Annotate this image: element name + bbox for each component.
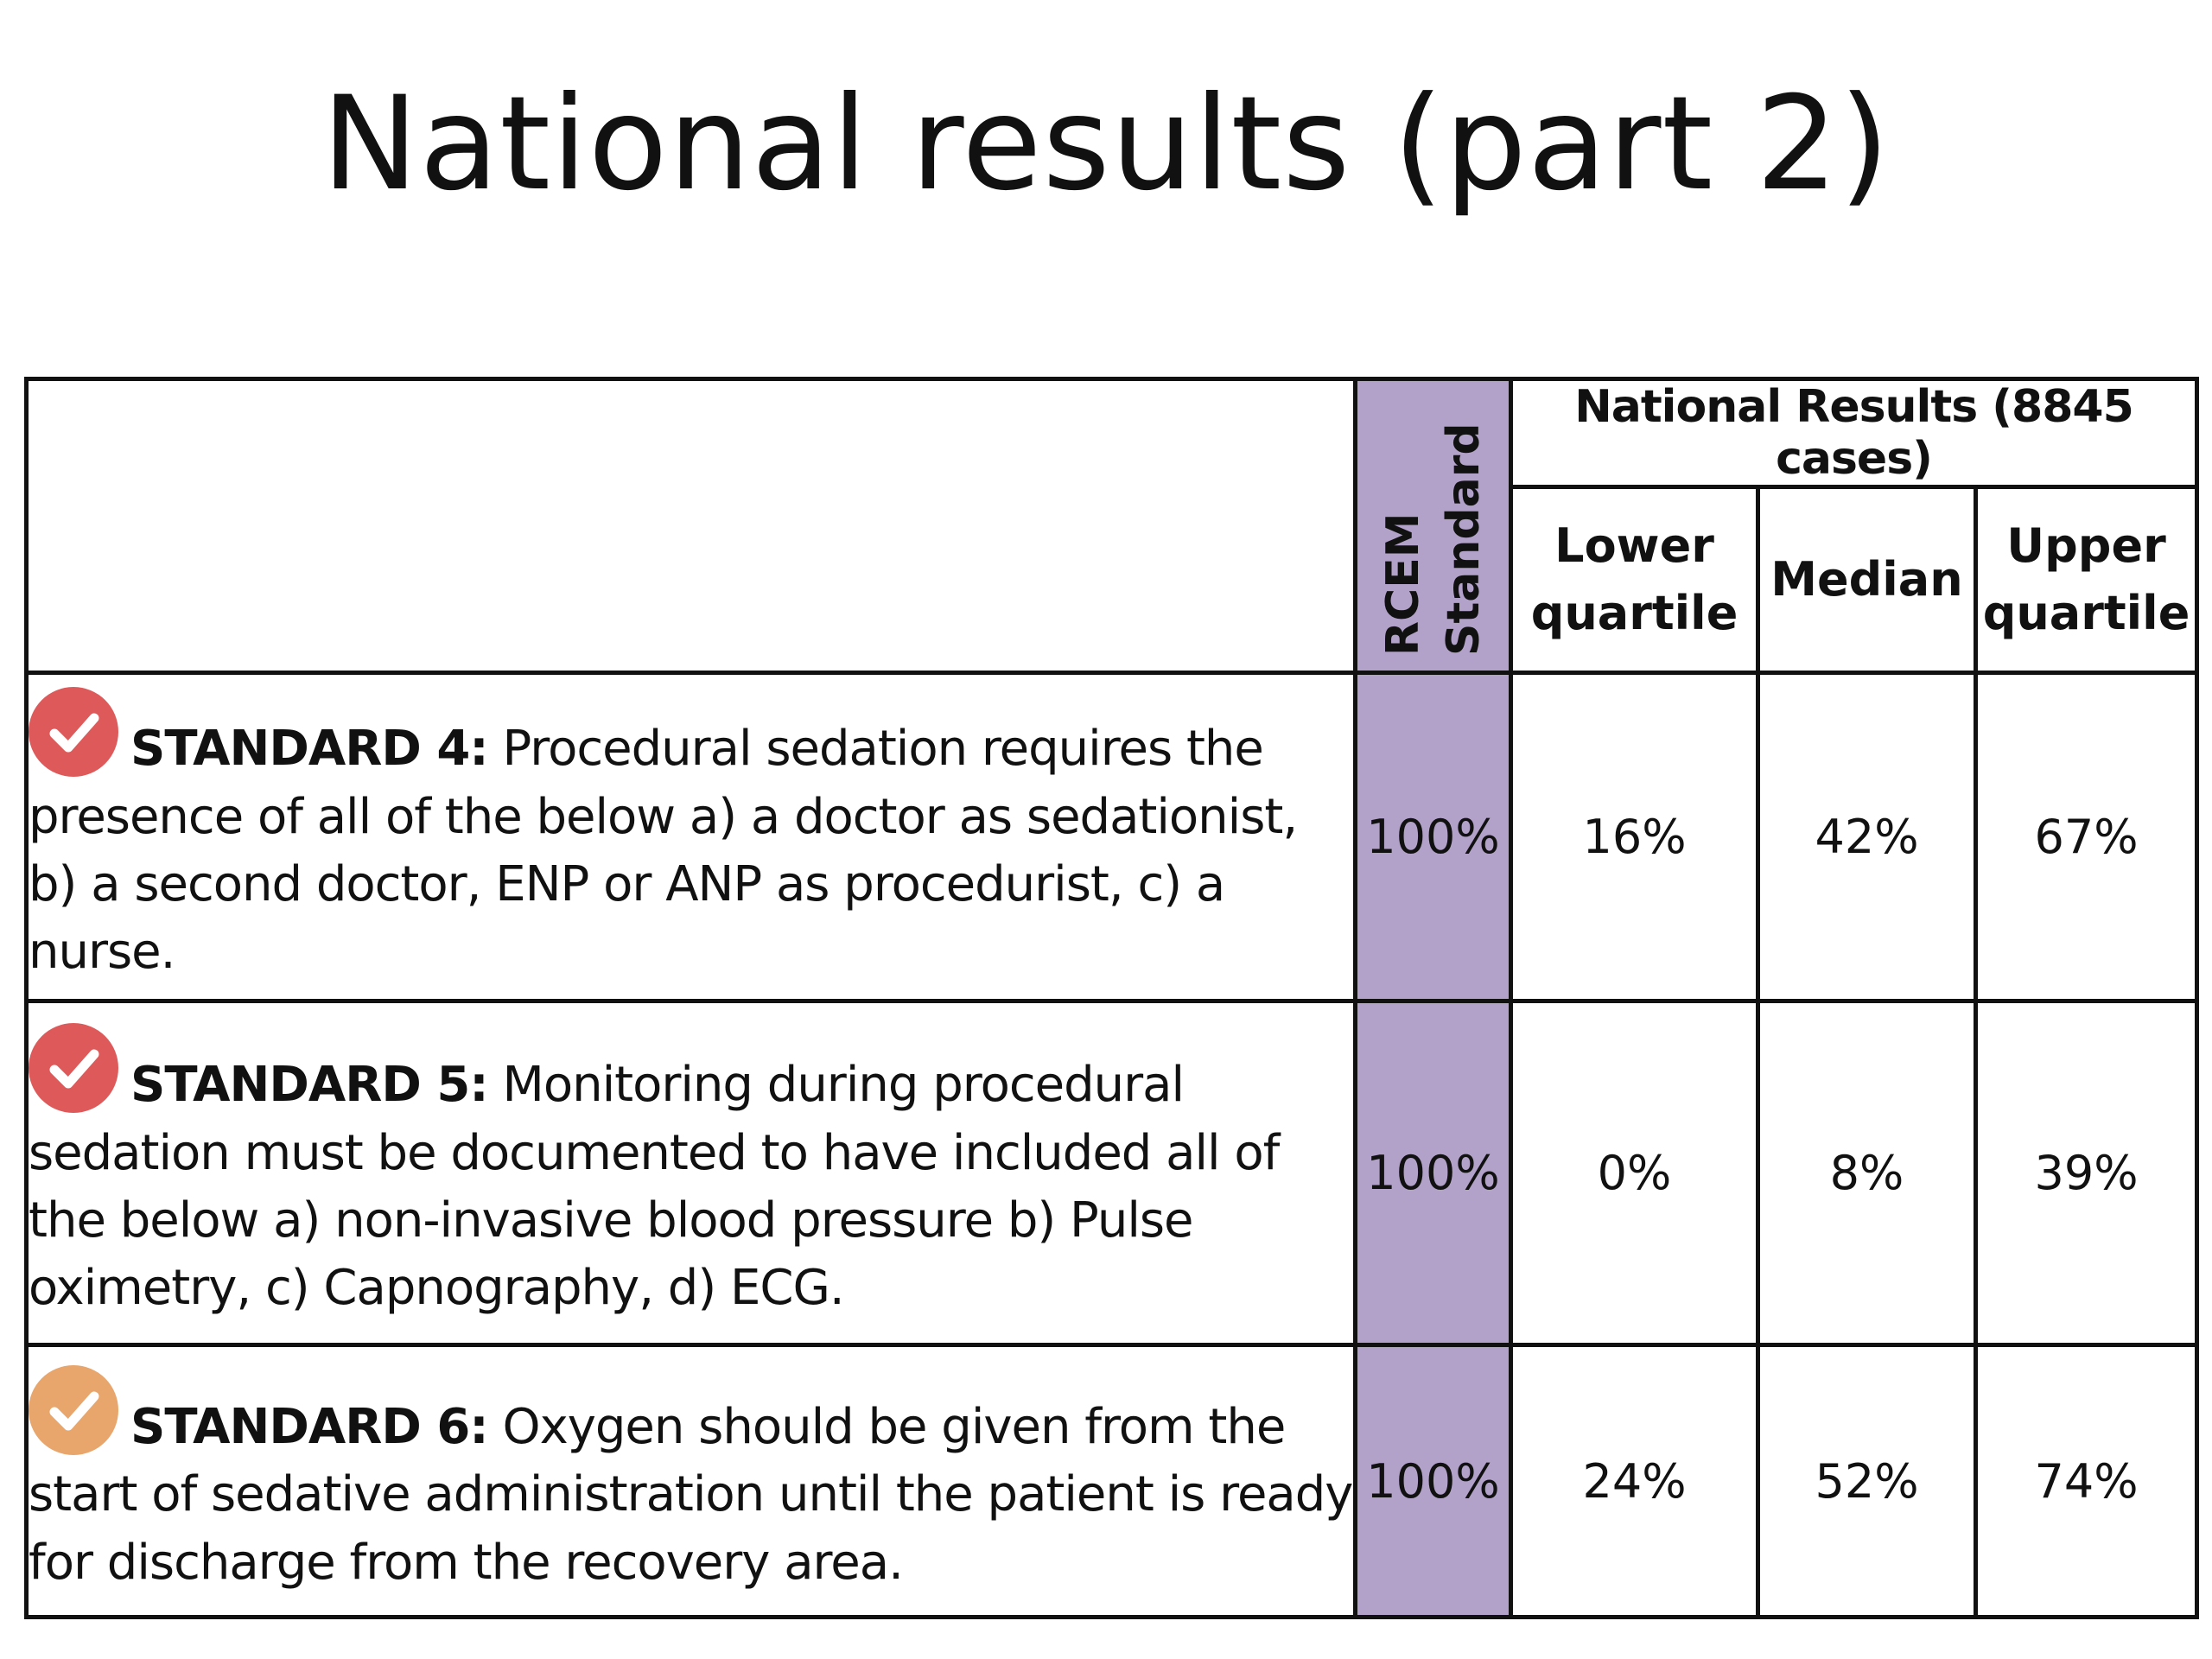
results-table: RCEM Standard National Results (8845 cas…	[24, 377, 2199, 1619]
header-row-2: Lower quartile Median Upper quartile	[27, 485, 2199, 675]
median-value: 52%	[1756, 1343, 1978, 1619]
upper-quartile-value: 67%	[1974, 671, 2199, 1003]
rcem-header-line2: Standard	[1437, 422, 1490, 656]
table-row: STANDARD 4: Procedural sedation requires…	[24, 671, 2199, 1003]
standard-label: STANDARD 4:	[130, 721, 489, 778]
lower-quartile-value: 24%	[1509, 1343, 1760, 1619]
lower-quartile-value: 0%	[1509, 999, 1760, 1347]
check-circle-icon	[29, 1023, 118, 1114]
rcem-header-line1: RCEM	[1376, 512, 1429, 656]
check-circle-icon	[29, 687, 118, 778]
rcem-standard-value: 100%	[1353, 999, 1513, 1347]
lower-quartile-line1: Lower	[1554, 518, 1714, 573]
check-circle-icon	[29, 1364, 118, 1455]
rcem-standard-header: RCEM Standard	[1353, 377, 1513, 675]
median-value: 42%	[1756, 671, 1978, 1003]
upper-quartile-value: 39%	[1974, 999, 2199, 1347]
standard-label: STANDARD 5:	[130, 1057, 489, 1114]
empty-header-cell	[24, 377, 1357, 675]
table-row: STANDARD 6: Oxygen should be given from …	[24, 1343, 2199, 1619]
standard-description: STANDARD 4: Procedural sedation requires…	[24, 671, 1357, 1003]
median-value: 8%	[1756, 999, 1978, 1347]
header-row-1: RCEM Standard National Results (8845 cas…	[24, 377, 2199, 675]
page-title: National results (part 2)	[321, 69, 1891, 219]
rcem-standard-value: 100%	[1353, 1343, 1513, 1619]
lower-quartile-line2: quartile	[1530, 586, 1738, 640]
standard-text: Oxygen should be given from the start of…	[29, 1398, 1353, 1591]
standard-label: STANDARD 6:	[130, 1398, 489, 1455]
table-row: STANDARD 5: Monitoring during procedural…	[24, 999, 2199, 1347]
standard-text: Monitoring during procedural sedation mu…	[29, 1057, 1280, 1317]
upper-quartile-line2: quartile	[1982, 586, 2190, 640]
standard-text: Procedural sedation requires the presenc…	[29, 721, 1298, 981]
standard-description: STANDARD 6: Oxygen should be given from …	[24, 1343, 1357, 1619]
upper-quartile-line1: Upper	[2006, 518, 2166, 573]
upper-quartile-value: 74%	[1974, 1343, 2199, 1619]
upper-quartile-header: Upper quartile	[1974, 485, 2199, 675]
rcem-standard-value: 100%	[1353, 671, 1513, 1003]
standard-description: STANDARD 5: Monitoring during procedural…	[24, 999, 1357, 1347]
median-header: Median	[1756, 485, 1978, 675]
lower-quartile-value: 16%	[1509, 671, 1760, 1003]
national-results-header: National Results (8845 cases)	[1509, 377, 2199, 489]
lower-quartile-header: Lower quartile	[1509, 485, 1760, 675]
